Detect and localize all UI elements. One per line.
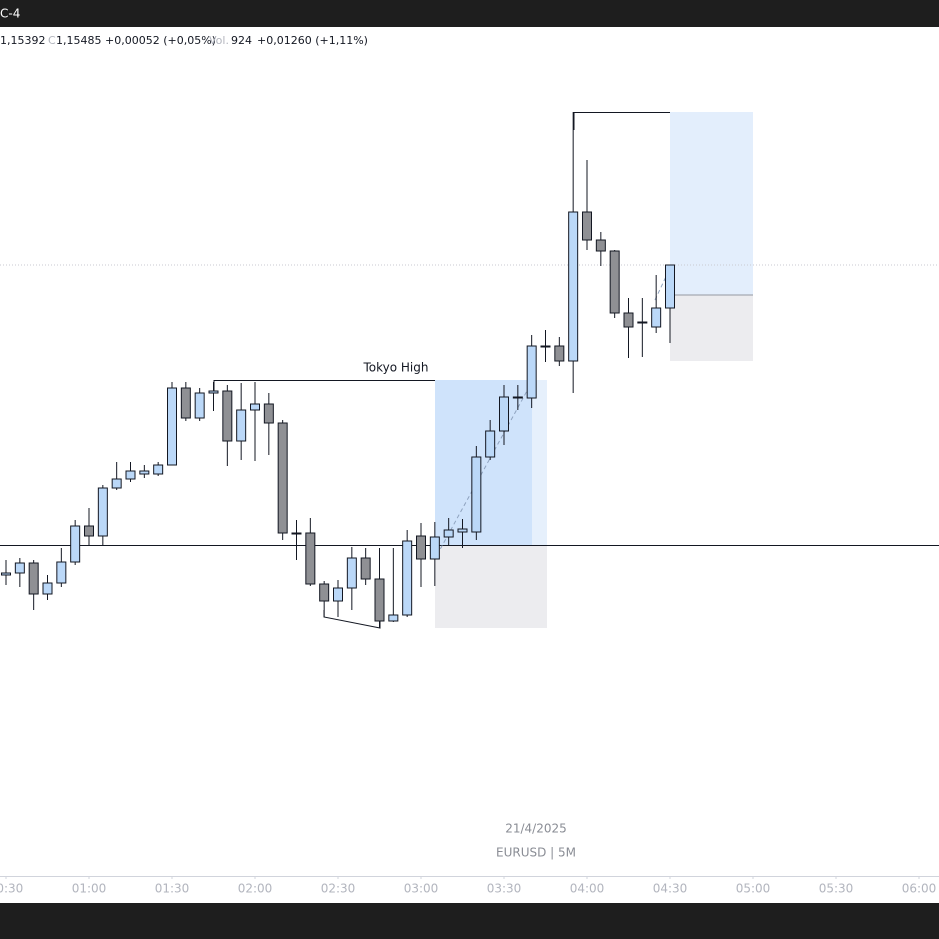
x-tick-label: 04:00 <box>570 882 605 896</box>
candle-body <box>388 614 399 622</box>
legend-close: 1,15485 <box>56 34 102 47</box>
stop-zone <box>435 545 547 628</box>
low-line <box>323 610 381 629</box>
candle-body <box>222 390 233 442</box>
candle-body <box>346 557 357 589</box>
legend-low: 1,15392 <box>0 34 46 47</box>
candle-body <box>402 540 413 616</box>
candle-body <box>56 561 67 584</box>
tokyo-high-line <box>213 380 435 392</box>
x-tick-label: 01:30 <box>155 882 190 896</box>
x-tick-label: 05:30 <box>819 882 854 896</box>
candle-body <box>111 478 122 489</box>
legend-close-label: C <box>48 34 56 47</box>
candles <box>1 112 675 628</box>
date-label: 21/4/2025 <box>505 822 567 836</box>
annotation: Tokyo High <box>363 361 429 375</box>
symbol-label: EURUSD | 5M <box>496 846 576 860</box>
candle-body <box>139 470 150 475</box>
candle-body <box>471 456 482 533</box>
target-zone <box>435 380 532 545</box>
candle-body <box>512 396 523 399</box>
candle-body <box>194 392 205 419</box>
candle-body <box>637 321 648 324</box>
x-tick-label: 02:30 <box>321 882 356 896</box>
candle-body <box>167 387 178 466</box>
candle-body <box>374 578 385 622</box>
candle-body <box>305 532 316 585</box>
candle-body <box>236 409 247 442</box>
target-zone <box>670 112 753 295</box>
candle-body <box>277 422 288 534</box>
top-bar <box>0 0 939 27</box>
legend-change: +0,00052 (+0,05%) <box>105 34 216 47</box>
legend-volume: 924 <box>231 34 252 47</box>
candle-body <box>180 387 191 419</box>
candle-body <box>42 582 53 595</box>
candle-body <box>97 487 108 537</box>
path-arrow <box>436 379 534 556</box>
candle-body <box>333 587 344 602</box>
candle-body <box>1 572 12 576</box>
target-zone-ext <box>532 380 547 545</box>
candle-body <box>554 345 565 362</box>
candle-body <box>263 403 274 424</box>
candle-body <box>568 211 579 362</box>
header-title: C-4 <box>0 7 20 21</box>
x-tick-label: 02:00 <box>238 882 273 896</box>
x-tick-label: 06:00 <box>902 882 937 896</box>
legend-day-change: +0,01260 (+1,11%) <box>257 34 368 47</box>
candle-body <box>84 525 95 537</box>
candle-body <box>540 345 551 348</box>
candle-body <box>485 430 496 458</box>
x-tick-label: 03:30 <box>487 882 522 896</box>
candle-body <box>581 211 592 241</box>
candle-body <box>443 529 454 538</box>
candle-body <box>208 390 219 394</box>
legend-volume-label: Vol. <box>209 34 229 47</box>
candle-body <box>609 250 620 314</box>
x-axis: 00:30 01:00 01:30 02:00 02:30 03:00 03:30 04:00… <box>0 876 936 896</box>
candle-body <box>429 536 440 560</box>
candle-body <box>595 239 606 252</box>
x-tick-label: 01:00 <box>72 882 107 896</box>
candle-body <box>499 396 510 432</box>
candle-body <box>457 528 468 533</box>
candle-body <box>14 562 25 574</box>
candle-body <box>651 307 662 328</box>
candle-body <box>526 345 537 399</box>
x-tick-label: 04:30 <box>653 882 688 896</box>
high-line <box>573 112 670 130</box>
candle-body <box>153 464 164 475</box>
stop-zone <box>670 295 753 361</box>
x-tick-label: 05:00 <box>736 882 771 896</box>
candle-body <box>416 535 427 560</box>
candle-body <box>125 470 136 480</box>
bottom-bar <box>0 903 939 939</box>
candle-body <box>319 583 330 602</box>
candle-body <box>623 312 634 328</box>
candle-body <box>291 532 302 535</box>
legend-bar: 1,15392 C 1,15485 +0,00052 (+0,05%) Vol.… <box>0 34 368 47</box>
candle-body <box>360 557 371 580</box>
drawings: Tokyo High <box>0 112 939 629</box>
candle-body <box>28 562 39 595</box>
x-tick-label: 00:30 <box>0 882 23 896</box>
x-tick-label: 03:00 <box>404 882 439 896</box>
candle-body <box>250 403 261 411</box>
candle-body <box>70 525 81 563</box>
candle-body <box>664 264 675 309</box>
